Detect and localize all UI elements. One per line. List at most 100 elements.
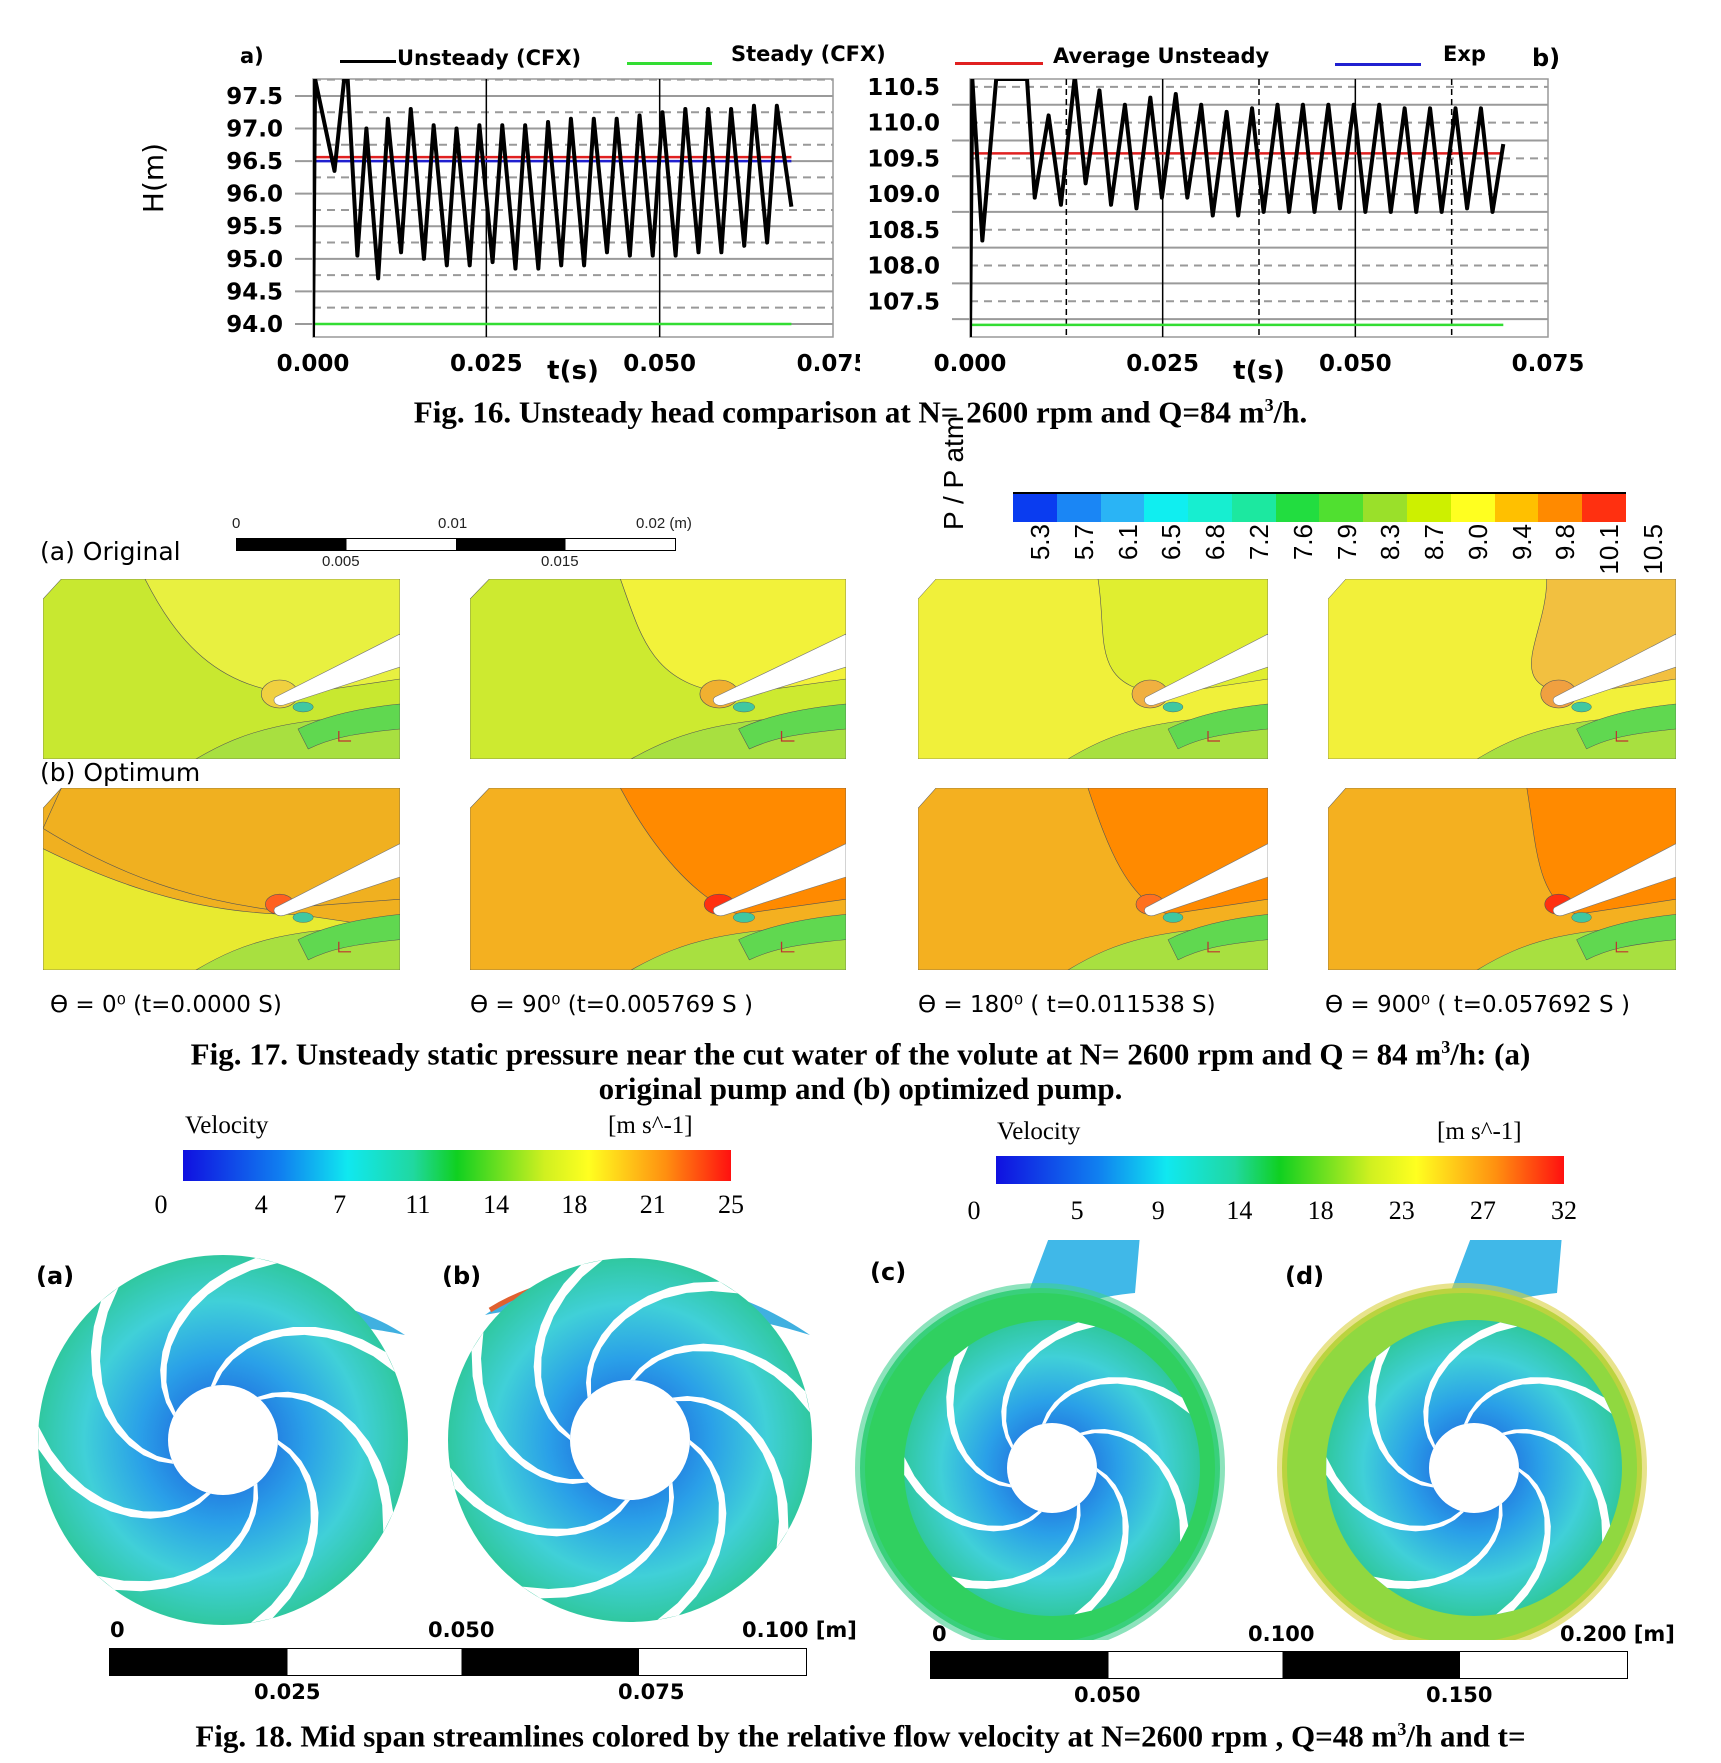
velocity-tick-label: 7 (333, 1190, 347, 1219)
series-line-unsteady-cfx- (970, 79, 1506, 337)
optimum-pressure-contour (1328, 788, 1676, 970)
y-tick-label: 94.0 (226, 312, 283, 338)
low-pressure-spot (292, 912, 314, 923)
legend-label-exp: Exp (1443, 42, 1486, 66)
low-pressure-spot (1571, 701, 1592, 713)
panel-label-b: (b) (442, 1262, 482, 1290)
impeller-blade (630, 1343, 810, 1413)
optimum-pressure-contour (470, 788, 846, 970)
legend-label-steady: Steady (CFX) (731, 42, 886, 66)
velocity-tick-label: 18 (1307, 1196, 1334, 1225)
colorbar-segment (1363, 494, 1408, 522)
original-pressure-contour (470, 579, 846, 759)
colorbar-segment (1319, 494, 1364, 522)
optimum-pressure-contour (43, 788, 400, 970)
impeller-blade (450, 1467, 630, 1537)
x-tick-label: 0.050 (623, 351, 696, 377)
x-tick-label: 0.000 (934, 351, 1007, 377)
scale-tick-label: 0.100 (1248, 1622, 1315, 1646)
scale-tick-label: 0.015 (541, 553, 579, 570)
colorbar-tick-label: 9.4 (1506, 524, 1537, 561)
colorbar-segment (1494, 494, 1539, 522)
y-tick-label: 95.0 (226, 247, 283, 273)
colorbar-segment (1100, 494, 1145, 522)
colorbar-segment (1450, 494, 1495, 522)
low-pressure-spot (732, 701, 755, 713)
velocity-tick-label: 14 (483, 1190, 510, 1219)
legend-label-unsteady: Unsteady (CFX) (397, 46, 582, 70)
volute-ring-edge (1277, 1283, 1647, 1640)
velocity-tick-label: 25 (718, 1190, 744, 1219)
velocity-unit: [m s^-1] (608, 1112, 693, 1139)
y-tick-label: 110.5 (867, 75, 940, 101)
chart-b-panel-label: b) (1532, 44, 1561, 72)
colorbar-tick-label: 9.0 (1462, 524, 1493, 561)
colorbar-segment (1538, 494, 1583, 522)
velocity-tick-label: 14 (1226, 1196, 1253, 1225)
impeller-blade (533, 1260, 603, 1440)
legend-swatch-average (955, 62, 1043, 65)
scale-tick-label: 0 (110, 1618, 125, 1642)
fig17-caption: Fig. 17. Unsteady static pressure near t… (190, 1036, 1531, 1072)
impeller-blade (1373, 1503, 1503, 1590)
contour-region-lower (1167, 703, 1268, 750)
impeller-blade (1368, 1345, 1434, 1488)
velocity-tick-label: 4 (254, 1190, 268, 1219)
axis-triad-icon (338, 731, 352, 742)
original-pressure-contour (43, 579, 400, 759)
y-tick-label: 97.0 (226, 117, 283, 143)
plot-area (969, 78, 1549, 338)
impeller-blade (90, 1287, 174, 1464)
velocity-tick-label: 0 (967, 1196, 981, 1225)
scale-tick-label: 0.050 (1074, 1683, 1141, 1707)
theta-label: ϴ = 90⁰ (t=0.005769 S ) (470, 992, 753, 1018)
theta-label: ϴ = 0⁰ (t=0.0000 S) (50, 992, 282, 1018)
y-tick-label: 96.0 (226, 182, 283, 208)
low-pressure-spot (1162, 912, 1184, 923)
x-tick-label: 0.050 (1319, 351, 1392, 377)
contour-region-lower (297, 914, 400, 961)
low-pressure-spot (1162, 701, 1184, 713)
impeller-eye (570, 1380, 690, 1500)
y-tick-label: 97.5 (226, 84, 283, 110)
scale-bar (236, 538, 676, 551)
colorbar-segment (1188, 494, 1232, 522)
cutwater-tongue (1552, 633, 1676, 706)
velocity-tick-label: 0 (154, 1190, 168, 1219)
contour-region-lower (738, 914, 846, 961)
axis-triad-icon (780, 941, 795, 953)
original-pressure-contour (918, 579, 1268, 759)
colorbar-tick-label: 9.8 (1550, 524, 1581, 561)
fig17-caption-line2: original pump and (b) optimized pump. (598, 1071, 1123, 1106)
velocity-tick-label: 5 (1070, 1196, 1084, 1225)
y-tick-label: 110.0 (867, 111, 940, 137)
axis-triad-icon (1615, 731, 1629, 742)
cutwater-tongue (1552, 843, 1676, 917)
legend-label-average: Average Unsteady (1053, 44, 1270, 68)
colorbar-segment (1407, 494, 1451, 522)
cutwater-tongue (273, 843, 400, 917)
scale-tick-label: 0.050 (428, 1618, 495, 1642)
y-axis-label: H(m) (137, 143, 170, 213)
panel-label-d: (d) (1285, 1262, 1325, 1290)
velocity-tick-label: 27 (1469, 1196, 1496, 1225)
impeller-eye (168, 1385, 278, 1495)
y-tick-label: 109.5 (867, 146, 940, 172)
impeller-d (1326, 1320, 1622, 1616)
x-tick-label: 0.075 (1512, 351, 1585, 377)
colorbar-segment (1013, 494, 1057, 522)
series-line-unsteady-cfx- (313, 79, 794, 337)
y-tick-label: 107.5 (867, 289, 940, 315)
scale-tick-label: 0.02 (m) (636, 515, 692, 532)
velocity-colorbar-right (996, 1156, 1564, 1184)
chart-b: 107.5 108.0 108.5 109.0 109.5 110.0 110.5 0.000… (867, 75, 1585, 386)
legend-swatch-exp (1335, 63, 1421, 66)
colorbar-segment (1056, 494, 1101, 522)
scale-tick-label: 0.01 (438, 515, 468, 532)
x-tick-label: 0.025 (450, 351, 523, 377)
cutwater-tongue (712, 633, 846, 706)
colorbar-tick-label: 6.5 (1156, 524, 1187, 561)
theta-label: ϴ = 900⁰ ( t=0.057692 S ) (1325, 992, 1630, 1018)
colorbar-segment (1582, 494, 1626, 522)
cutwater-tongue (1144, 843, 1268, 917)
